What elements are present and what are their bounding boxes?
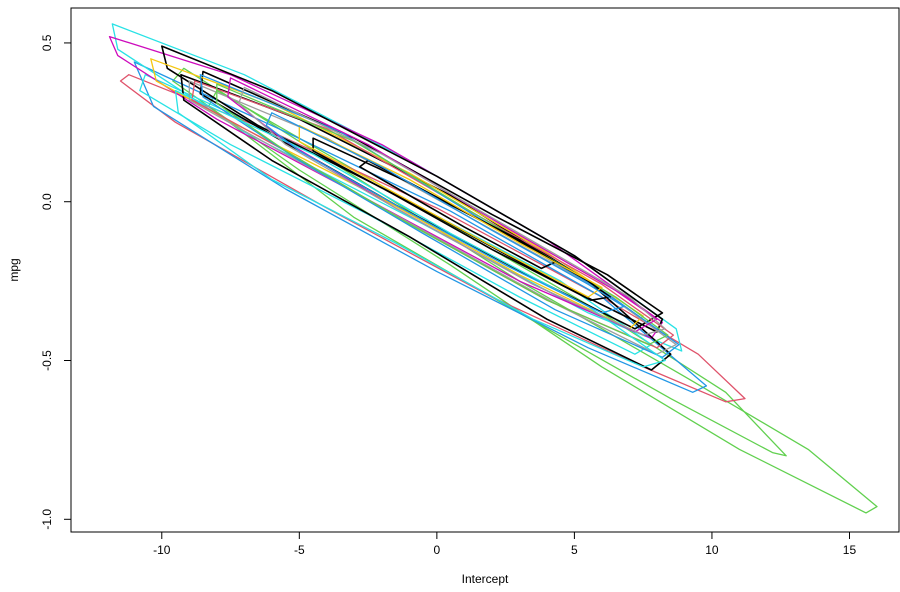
contour-curve-4 — [133, 61, 708, 393]
contour-curve-8 — [161, 45, 664, 333]
y-tick-label: -0.5 — [40, 350, 54, 371]
y-axis: 0.5 0.0 -0.5 -1.0 — [40, 34, 72, 530]
x-axis-title: Intercept — [462, 572, 509, 586]
contour-curve-21 — [298, 124, 603, 298]
y-tick-label: -1.0 — [40, 509, 54, 530]
y-tick-label: 0.5 — [40, 34, 54, 51]
contour-curve-17 — [174, 89, 666, 368]
x-axis: -10 -5 0 5 10 15 — [153, 531, 857, 557]
contour-curve-14 — [199, 74, 680, 358]
contour-curve-15 — [216, 83, 669, 346]
x-tick-label: 15 — [843, 543, 857, 557]
contour-curve-13 — [191, 80, 675, 349]
contour-curve-22 — [265, 112, 625, 314]
y-axis-title: mpg — [7, 258, 21, 281]
y-tick-label: 0.0 — [40, 193, 54, 210]
x-tick-label: 10 — [705, 543, 719, 557]
x-tick-label: 0 — [434, 543, 441, 557]
x-tick-label: -5 — [294, 543, 305, 557]
contour-curve-2 — [207, 89, 787, 457]
contour-curve-18 — [238, 86, 666, 336]
contour-curve-10 — [199, 70, 664, 330]
x-tick-label: -10 — [153, 543, 171, 557]
contour-series-layer — [108, 23, 878, 514]
contour-curve-9 — [180, 73, 672, 371]
contour-curve-3 — [119, 74, 746, 403]
x-tick-label: 5 — [571, 543, 578, 557]
